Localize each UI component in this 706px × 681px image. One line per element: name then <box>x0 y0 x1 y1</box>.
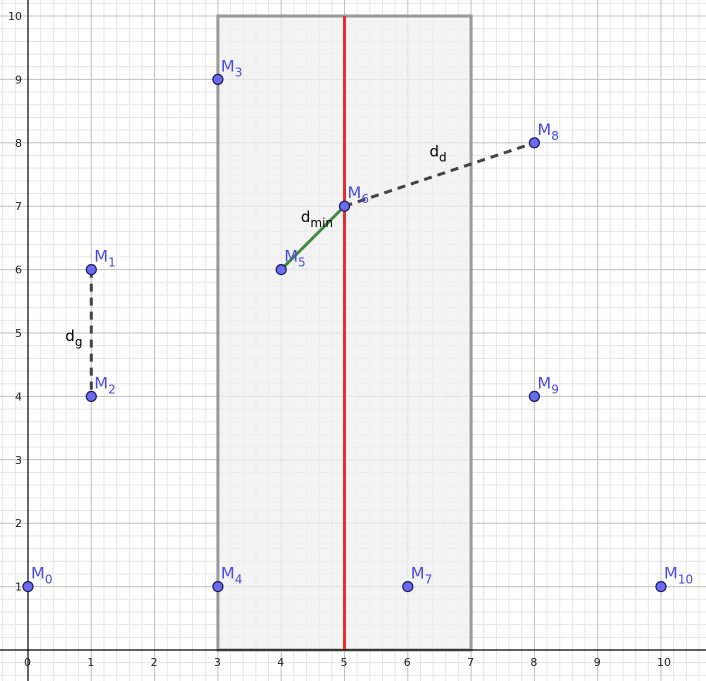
y-tick-label: 3 <box>15 454 22 467</box>
y-tick-label: 9 <box>15 73 22 86</box>
point-label-M6: M6 <box>348 183 369 206</box>
point-label-M5: M5 <box>284 247 305 270</box>
x-tick-label: 3 <box>214 656 221 669</box>
point-M4 <box>212 580 224 593</box>
y-tick-label: 6 <box>15 264 22 277</box>
x-tick-label: 10 <box>657 656 671 669</box>
point-label-M1: M1 <box>94 247 115 270</box>
y-tick-label: 5 <box>15 327 22 340</box>
y-tick-label: 2 <box>15 517 22 530</box>
point-label-M3: M3 <box>221 56 242 79</box>
x-tick-label: 0 <box>24 656 31 669</box>
segments: dg dmin dd <box>65 141 535 397</box>
y-tick-label: 10 <box>8 10 22 23</box>
x-tick-label: 8 <box>530 656 537 669</box>
y-tick-label: 8 <box>15 137 22 150</box>
point-M1 <box>85 264 97 276</box>
point-M0 <box>22 580 34 593</box>
point-label-M0: M0 <box>31 564 52 587</box>
point-label-M9: M9 <box>537 373 558 396</box>
segment-label-d-min: dmin <box>301 208 333 230</box>
points: M0 M1 M2 M3 M4 M5 M6 M7 M8 M9 M10 <box>22 56 693 593</box>
x-tick-label: 4 <box>277 656 284 669</box>
segment-label-d-d: dd <box>429 143 446 165</box>
y-tick-label: 1 <box>15 581 22 594</box>
y-tick-label: 4 <box>15 390 22 403</box>
point-M6 <box>338 200 351 212</box>
point-label-M8: M8 <box>537 120 558 143</box>
point-M2 <box>85 390 97 402</box>
point-label-M7: M7 <box>411 564 432 587</box>
point-label-M10: M10 <box>664 564 693 587</box>
x-tick-label: 5 <box>341 656 348 669</box>
segment-d-d <box>344 141 535 208</box>
point-M9 <box>528 390 541 402</box>
segment-label-d-g: dg <box>65 327 82 349</box>
strip-layer <box>216 14 473 652</box>
point-M3 <box>212 73 224 86</box>
point-M5 <box>275 264 287 276</box>
point-label-M4: M4 <box>221 564 242 587</box>
x-tick-label: 7 <box>467 656 474 669</box>
point-label-M2: M2 <box>94 373 115 396</box>
x-tick-label: 6 <box>404 656 411 669</box>
segment-d-min <box>280 205 346 271</box>
x-tick-label: 9 <box>594 656 601 669</box>
x-tick-label: 2 <box>151 656 158 669</box>
y-tick-label: 7 <box>15 200 22 213</box>
x-tick-label: 1 <box>87 656 94 669</box>
point-M10 <box>655 580 667 593</box>
point-M7 <box>402 580 414 593</box>
point-M8 <box>528 137 541 149</box>
